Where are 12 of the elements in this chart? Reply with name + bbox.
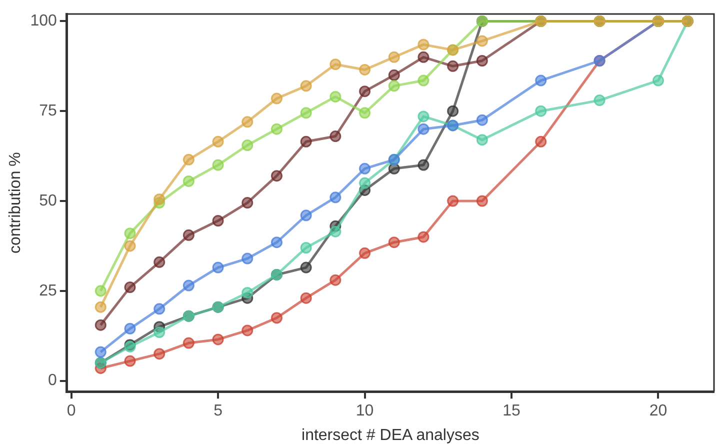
y-axis-title: contribution % bbox=[7, 152, 24, 254]
x-tick-label: 20 bbox=[649, 402, 668, 420]
x-tick-label: 10 bbox=[356, 402, 374, 420]
x-tick-label: 5 bbox=[214, 402, 223, 420]
y-tick-label: 100 bbox=[30, 12, 57, 30]
y-tick-label: 0 bbox=[48, 372, 57, 390]
y-tick-label: 25 bbox=[39, 282, 57, 300]
y-tick-label: 75 bbox=[39, 102, 57, 120]
y-tick-label: 50 bbox=[39, 192, 57, 210]
x-tick-label: 0 bbox=[66, 402, 76, 420]
x-axis-title: intersect # DEA analyses bbox=[302, 426, 480, 444]
x-tick-label: 15 bbox=[502, 402, 521, 420]
